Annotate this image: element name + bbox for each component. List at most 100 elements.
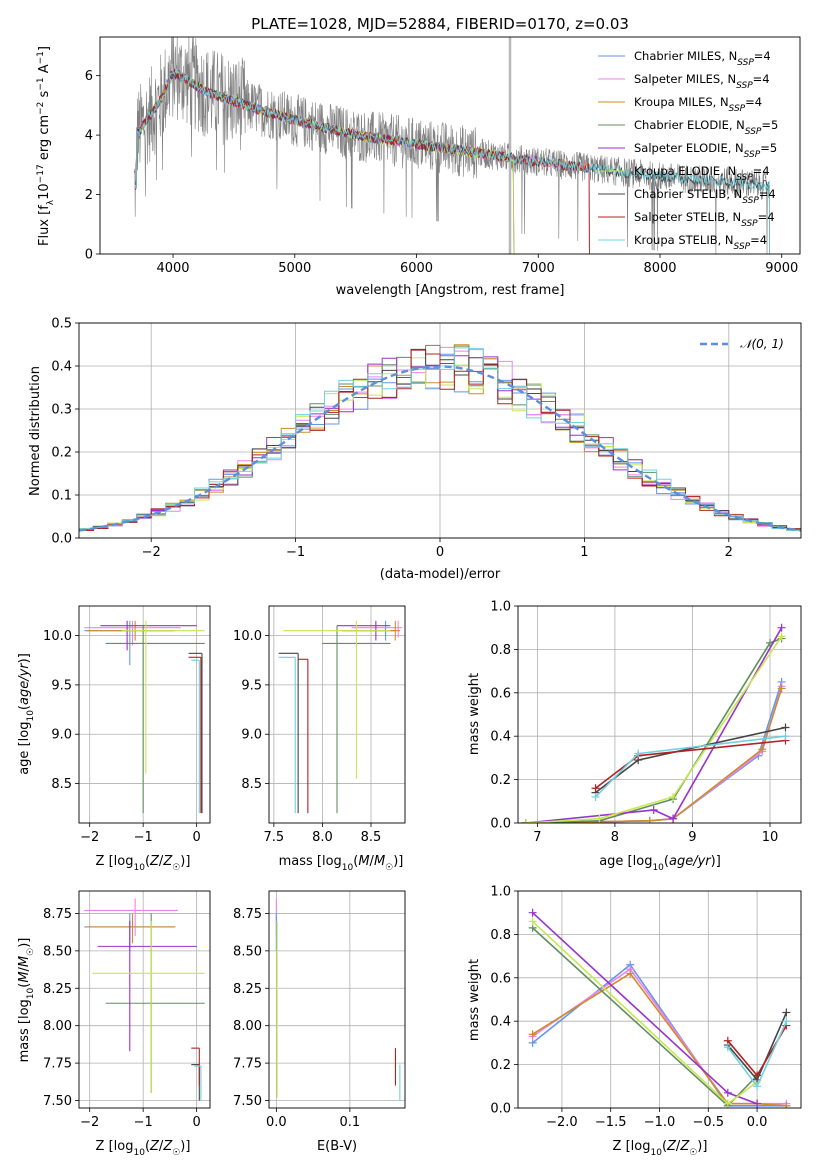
- y-tick-label: 0.4: [490, 1015, 511, 1030]
- point-salpeter-elodie: [753, 1099, 762, 1108]
- x-tick-label: 8: [611, 830, 619, 845]
- legend-label-kroupa-stelib: Kroupa STELIB, NSSP=4: [634, 233, 767, 252]
- y-tick-label: 1.0: [490, 600, 511, 615]
- legend-label-kroupa-miles: Kroupa MILES, NSSP=4: [634, 95, 762, 114]
- plot-area: [79, 344, 801, 532]
- legend-label-salpeter-stelib: Salpeter STELIB, NSSP=4: [634, 210, 775, 229]
- point-salpeter-elodie: [528, 908, 537, 917]
- legend-label-chabrier-stelib: Chabrier STELIB, NSSP=4: [634, 187, 776, 206]
- x-tick-label: 9000: [765, 261, 798, 276]
- plot-area: [275, 898, 401, 1101]
- axes-frame: [99, 36, 801, 255]
- x-tick-label: −1: [134, 830, 153, 845]
- x-tick-label: −1.0: [644, 1115, 676, 1130]
- y-tick-label: 0.5: [51, 317, 72, 332]
- y-tick-label: 0.0: [490, 1102, 511, 1117]
- x-axis-label: E(B-V): [317, 1139, 357, 1154]
- x-axis-label: age [log10(age/yr)]: [599, 854, 721, 873]
- mass-vs-z-panel: −2 −1 0 7.50 7.75 8.00 8.25 8.50 8.75 Z [log10(Z/…: [17, 890, 211, 1158]
- weight-vs-age-panel: 7 8 9 10 0.0 0.2 0.4 0.6 0.8 1.0 age [log10(age/yr…: [467, 600, 802, 873]
- spectrum-panel: 4000 5000 6000 7000 8000 9000 0 2 4 6 wavelength […: [36, 36, 801, 298]
- y-tick-label: 8.75: [233, 907, 262, 922]
- y-tick-label: 4: [85, 129, 93, 144]
- y-tick-label: 0.2: [490, 1058, 511, 1073]
- plot-area: [133, 37, 770, 254]
- x-tick-label: −2: [142, 545, 161, 560]
- x-tick-label: −1.5: [595, 1115, 627, 1130]
- mass-vs-ebv-panel: 0.0 0.1 7.50 7.75 8.00 8.25 8.50 8.75 E(B-V): [233, 890, 406, 1154]
- y-tick-label: 0.2: [490, 773, 511, 788]
- x-tick-label: 9: [688, 830, 696, 845]
- y-tick-label: 0.0: [490, 817, 511, 832]
- point-salpeter-elodie: [669, 814, 678, 823]
- plot-area: [521, 623, 790, 823]
- legend-label-salpeter-elodie: Salpeter ELODIE, NSSP=5: [634, 141, 777, 160]
- y-axis-label: mass weight: [467, 959, 482, 1041]
- y-tick-label: 8.25: [43, 982, 72, 997]
- point-kroupa-elodie: [777, 632, 786, 641]
- x-tick-label: −2: [80, 830, 99, 845]
- point-kroupa-stelib: [753, 1082, 762, 1091]
- x-axis-label: Z [log10(Z/Z☉)]: [96, 1139, 191, 1158]
- point-kroupa-elodie: [723, 1099, 732, 1108]
- y-tick-label: 8.75: [43, 907, 72, 922]
- histogram-salpeter-stelib: [79, 349, 801, 531]
- y-tick-label: 8.5: [51, 777, 72, 792]
- x-tick-label: 4000: [156, 261, 189, 276]
- age-vs-z-panel: −2 −1 0 8.5 9.0 9.5 10.0 Z [log10(Z/Z☉)] age [lo…: [17, 605, 211, 873]
- axes-frame: [517, 605, 802, 824]
- model-line-kroupa-stelib: [134, 68, 770, 254]
- point-chabrier-stelib: [781, 723, 790, 732]
- y-tick-label: 1.0: [490, 885, 511, 900]
- point-salpeter-elodie: [723, 1088, 732, 1097]
- x-axis-label: wavelength [Angstrom, rest frame]: [336, 283, 565, 298]
- y-axis-label: mass weight: [467, 673, 482, 755]
- point-kroupa-elodie: [595, 814, 604, 823]
- y-tick-label: 0.8: [490, 928, 511, 943]
- series-line-kroupa-elodie: [525, 635, 783, 823]
- x-tick-label: 10: [762, 830, 779, 845]
- point-kroupa-stelib: [634, 749, 643, 758]
- y-tick-label: 8.00: [233, 1019, 262, 1034]
- y-tick-label: 9.5: [51, 678, 72, 693]
- x-tick-label: 6000: [400, 261, 433, 276]
- x-tick-label: 7.5: [264, 830, 285, 845]
- plot-area: [528, 908, 791, 1108]
- x-tick-label: 0: [192, 830, 200, 845]
- point-kroupa-stelib: [781, 732, 790, 741]
- x-tick-label: 0.0: [266, 1115, 287, 1130]
- legend-label-salpeter-miles: Salpeter MILES, NSSP=4: [634, 72, 770, 91]
- axes-frame: [268, 890, 406, 1109]
- x-tick-label: 8.5: [361, 830, 382, 845]
- legend-label-chabrier-elodie: Chabrier ELODIE, NSSP=5: [634, 118, 778, 137]
- series-line-salpeter-elodie: [532, 912, 758, 1105]
- y-tick-label: 0.8: [490, 643, 511, 658]
- point-salpeter-elodie: [649, 805, 658, 814]
- x-tick-label: 0.0: [747, 1115, 768, 1130]
- x-tick-label: 0: [436, 545, 444, 560]
- legend-label-normal: 𝒩(0, 1): [740, 337, 784, 351]
- series-line-chabrier-elodie: [525, 637, 782, 823]
- x-axis-label: mass [log10(M/M☉)]: [279, 854, 404, 873]
- x-axis-label: Z [log10(Z/Z☉)]: [613, 1139, 708, 1158]
- x-tick-label: 0: [192, 1115, 200, 1130]
- y-axis-label: Normed distribution: [28, 366, 43, 496]
- x-tick-label: 7: [533, 830, 541, 845]
- point-salpeter-elodie: [777, 623, 786, 632]
- plot-area: [278, 620, 403, 814]
- point-kroupa-miles: [758, 745, 767, 754]
- point-kroupa-miles: [782, 1101, 791, 1108]
- y-tick-label: 10.0: [43, 629, 72, 644]
- histogram-chabrier-elodie: [79, 344, 801, 531]
- axes-frame: [268, 605, 406, 824]
- y-tick-label: 0.1: [51, 489, 72, 504]
- legend-label-kroupa-elodie: Kroupa ELODIE, NSSP=4: [634, 164, 770, 183]
- y-tick-label: 10.0: [233, 629, 262, 644]
- point-kroupa-stelib: [782, 1017, 791, 1026]
- legend-label-chabrier-miles: Chabrier MILES, NSSP=4: [634, 49, 771, 68]
- x-tick-label: −2: [80, 1115, 99, 1130]
- y-tick-label: 7.75: [43, 1057, 72, 1072]
- age-vs-mass-panel: 7.5 8.0 8.5 8.5 9.0 9.5 10.0 mass [log10(M/M☉)]: [233, 605, 406, 873]
- weight-vs-z-panel: −2.0 −1.5 −1.0 −0.5 0.0 0.0 0.2 0.4 0.6 0.8 1.0 Z […: [467, 885, 802, 1158]
